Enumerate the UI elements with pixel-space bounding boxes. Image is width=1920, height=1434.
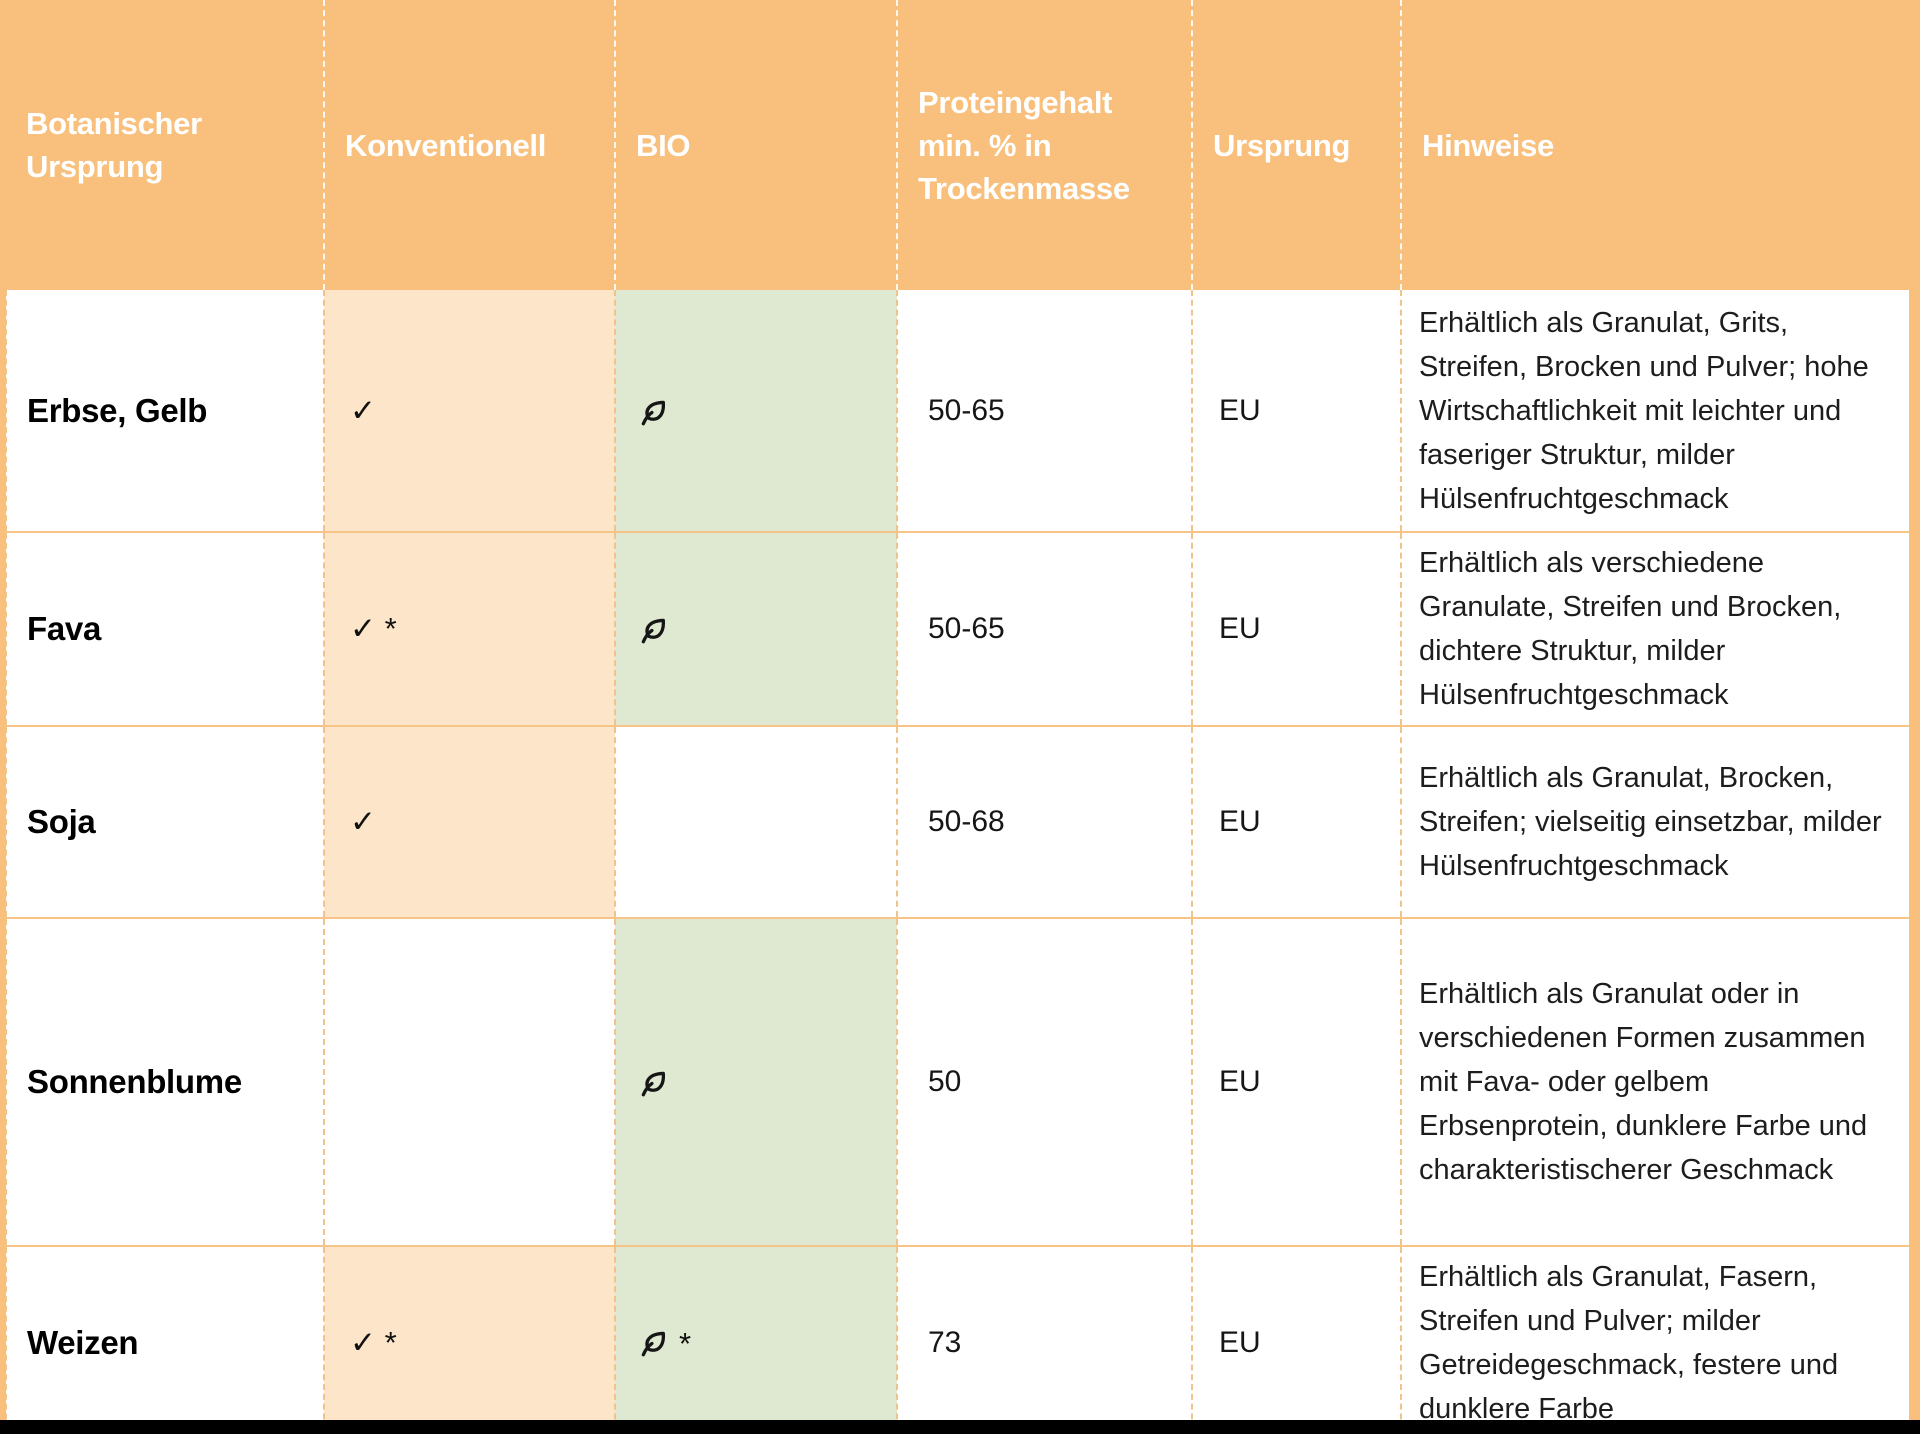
cell-botanical-origin: Erbse, Gelb: [5, 290, 324, 532]
column-header-ursprung: Ursprung: [1191, 0, 1401, 290]
cell-protein-content: 50-65: [896, 290, 1192, 532]
table-row: Weizen ✓ * * 73 EU Erhältlich als Granulat, F…: [5, 1245, 1909, 1434]
cell-protein-content: 50-68: [896, 725, 1192, 918]
leaf-icon: [641, 618, 665, 644]
protein-table: Botanischer Ursprung Konventionell BIO P…: [5, 0, 1909, 1434]
leaf-icon: [641, 1331, 665, 1357]
cell-botanical-origin: Weizen: [5, 1245, 324, 1434]
table-body: Erbse, Gelb ✓ 50-65 EU Erhältlich als Granul…: [5, 290, 1909, 1434]
cell-origin: EU: [1191, 290, 1401, 532]
cell-hints: Erhältlich als Granulat, Fasern, Streife…: [1400, 1245, 1909, 1434]
cell-hints: Erhältlich als Granulat, Brocken, Streif…: [1400, 725, 1909, 918]
check-mark: ✓ *: [350, 611, 397, 646]
column-header-konventionell: Konventionell: [323, 0, 615, 290]
cell-botanical-origin: Sonnenblume: [5, 917, 324, 1246]
cell-protein-content: 73: [896, 1245, 1192, 1434]
cell-bio-leaf: [614, 917, 897, 1246]
table-row: Soja ✓ 50-68 EU Erhältlich als Granulat, Bro…: [5, 725, 1909, 918]
cell-bio-leaf: [614, 290, 897, 532]
cell-protein-content: 50-65: [896, 531, 1192, 726]
cell-konventionell-check-mark: ✓: [323, 290, 615, 532]
table-row: Fava ✓ * 50-65 EU Erhältlich als verschieden…: [5, 531, 1909, 726]
check-mark: ✓ *: [350, 1325, 397, 1360]
cell-konventionell-check-mark: ✓ *: [323, 1245, 615, 1434]
column-header-bio: BIO: [614, 0, 897, 290]
column-header-proteingehalt: Proteingehalt min. % in Trockenmasse: [896, 0, 1192, 290]
table-row: Erbse, Gelb ✓ 50-65 EU Erhältlich als Granul…: [5, 290, 1909, 532]
bio-asterisk-note: *: [679, 1326, 692, 1361]
cell-origin: EU: [1191, 531, 1401, 726]
header-row: Botanischer Ursprung Konventionell BIO P…: [6, 0, 1909, 290]
cell-hints: Erhältlich als Granulat oder in verschie…: [1400, 917, 1909, 1246]
cell-protein-content: 50: [896, 917, 1192, 1246]
cell-hints: Erhältlich als Granulat, Grits, Streifen…: [1400, 290, 1909, 532]
cell-origin: EU: [1191, 725, 1401, 918]
leaf-icon: [641, 400, 665, 425]
cell-botanical-origin: Soja: [5, 725, 324, 918]
column-header-botanischer-ursprung: Botanischer Ursprung: [6, 0, 324, 290]
table-header: Botanischer Ursprung Konventionell BIO P…: [6, 0, 1909, 290]
column-header-hinweise: Hinweise: [1400, 0, 1909, 290]
check-mark: ✓: [350, 804, 376, 839]
check-mark: ✓: [350, 392, 376, 428]
cell-konventionell-empty: [323, 917, 615, 1246]
table-row: Sonnenblume 50 EU Erhältlich als Granulat o…: [5, 917, 1909, 1246]
cell-bio-leaf: *: [614, 1245, 897, 1434]
cell-botanical-origin: Fava: [5, 531, 324, 726]
cell-origin: EU: [1191, 917, 1401, 1246]
leaf-icon: [641, 1071, 665, 1097]
cell-konventionell-check-mark: ✓ *: [323, 531, 615, 726]
cell-origin: EU: [1191, 1245, 1401, 1434]
cell-bio-leaf: [614, 531, 897, 726]
bottom-black-bar: [0, 1420, 1920, 1434]
cell-konventionell-check-mark: ✓: [323, 725, 615, 918]
cell-hints: Erhältlich als verschiedene Granulate, S…: [1400, 531, 1909, 726]
cell-bio-empty: [614, 725, 897, 918]
